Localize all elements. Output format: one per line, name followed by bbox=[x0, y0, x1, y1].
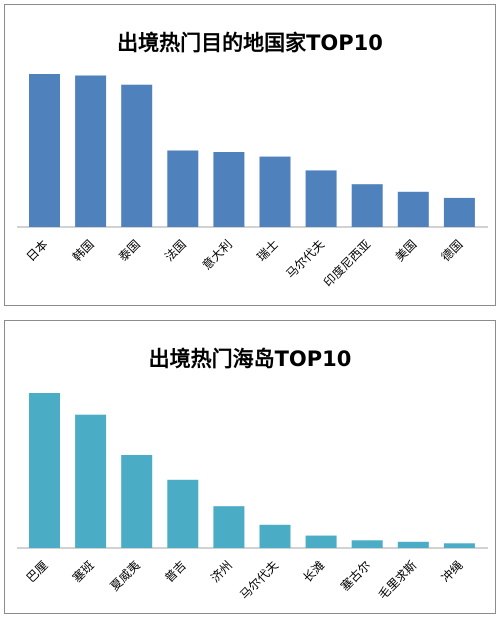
x-tick-label: 日本 bbox=[24, 237, 51, 264]
bar-长滩 bbox=[305, 535, 337, 548]
bar-夏威夷 bbox=[121, 455, 153, 548]
chart-panel-islands: 出境热门海岛TOP10 巴厘 塞班 夏威夷 普吉 济州 马尔代夫 长滩 塞古尔 毛里求斯 冲绳 bbox=[4, 320, 496, 614]
bar-毛里求斯 bbox=[397, 541, 429, 548]
bar-chart-islands: 巴厘 塞班 夏威夷 普吉 济州 马尔代夫 长滩 塞古尔 毛里求斯 冲绳 bbox=[17, 393, 488, 603]
x-tick-label: 夏威夷 bbox=[107, 558, 143, 594]
bar-德国 bbox=[443, 197, 475, 227]
x-tick-label: 马尔代夫 bbox=[283, 237, 328, 282]
x-tick-label: 长滩 bbox=[300, 558, 327, 585]
bar-意大利 bbox=[213, 152, 245, 227]
x-tick-label: 塞古尔 bbox=[337, 558, 373, 594]
x-tick-label: 瑞士 bbox=[254, 237, 281, 264]
x-tick-label: 泰国 bbox=[116, 237, 143, 264]
chart-title: 出境热门海岛TOP10 bbox=[148, 347, 352, 371]
bar-泰国 bbox=[121, 84, 153, 227]
bar-日本 bbox=[29, 74, 60, 227]
bar-济州 bbox=[213, 506, 245, 549]
x-tick-label: 意大利 bbox=[199, 237, 235, 273]
x-tick-label: 普吉 bbox=[162, 558, 189, 585]
bar-塞班 bbox=[75, 414, 107, 548]
bar-普吉 bbox=[167, 479, 199, 548]
x-tick-label: 韩国 bbox=[69, 237, 97, 265]
bar-马尔代夫 bbox=[259, 524, 291, 549]
bar-马尔代夫 bbox=[305, 170, 337, 227]
bar-瑞士 bbox=[259, 156, 291, 227]
bar-冲绳 bbox=[443, 543, 475, 548]
x-tick-label: 马尔代夫 bbox=[237, 558, 282, 603]
x-tick-label: 美国 bbox=[393, 237, 420, 264]
x-tick-label: 巴厘 bbox=[24, 558, 51, 585]
bar-美国 bbox=[397, 191, 429, 227]
x-tick-label: 冲绳 bbox=[438, 558, 466, 586]
x-tick-label: 法国 bbox=[162, 237, 189, 264]
x-tick-label: 印度尼西亚 bbox=[320, 237, 373, 290]
x-tick-label: 德国 bbox=[438, 237, 466, 265]
x-tick-label: 毛里求斯 bbox=[376, 558, 420, 602]
chart-title: 出境热门目的地国家TOP10 bbox=[117, 31, 383, 55]
x-tick-label: 塞班 bbox=[69, 558, 97, 586]
x-tick-label: 济州 bbox=[207, 558, 235, 586]
bar-巴厘 bbox=[29, 393, 60, 548]
bar-印度尼西亚 bbox=[351, 184, 383, 227]
bar-塞古尔 bbox=[351, 540, 383, 549]
chart-panel-destinations: 出境热门目的地国家TOP10 日本 韩国 泰国 法国 意大利 瑞士 马尔代夫 印度尼西亚 美国德… bbox=[4, 4, 496, 306]
bar-法国 bbox=[167, 150, 199, 227]
bar-韩国 bbox=[75, 75, 107, 227]
